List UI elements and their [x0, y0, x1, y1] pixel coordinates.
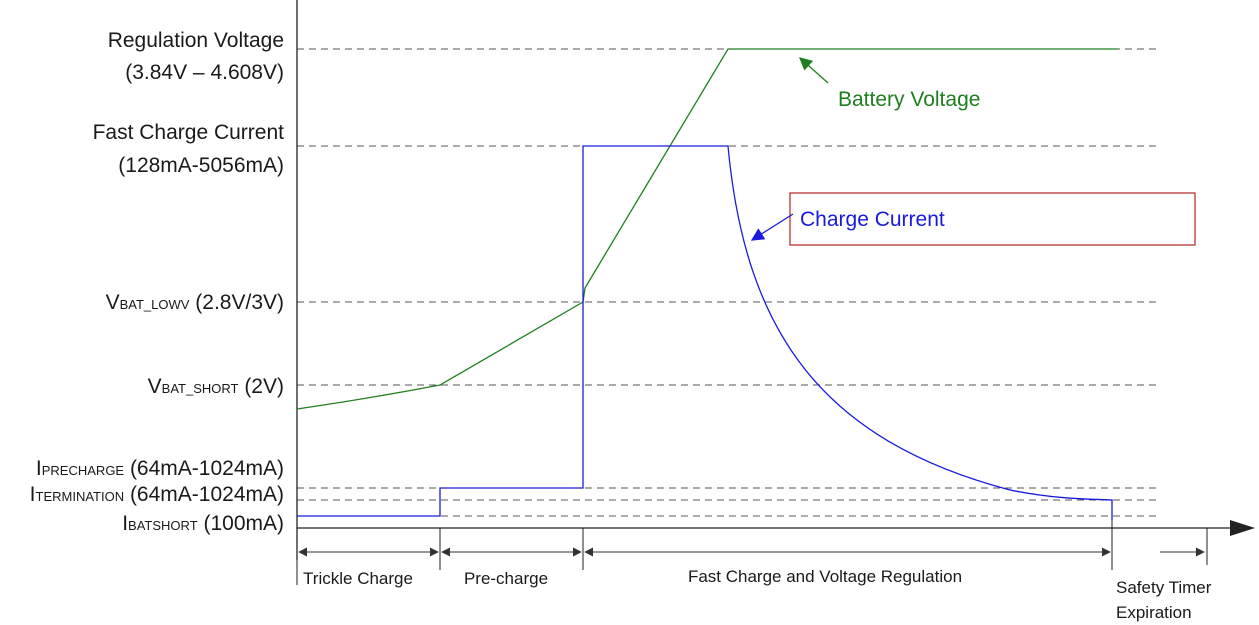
regulation-voltage-range: (3.84V – 4.608V) [125, 61, 284, 84]
charge-current-pointer-arrow [750, 213, 794, 241]
iprecharge-main: I [36, 457, 42, 480]
vbat-lowv-main: V [106, 291, 120, 314]
ibatshort-value: (100mA) [198, 512, 284, 535]
itermination-main: I [30, 483, 36, 506]
ibatshort-main: I [122, 512, 128, 535]
iprecharge-label: IPRECHARGE (64mA-1024mA) [36, 457, 284, 480]
itermination-value: (64mA-1024mA) [124, 483, 284, 506]
vbat-short-value: (2V) [238, 375, 284, 398]
charge-current-curve [297, 145, 1113, 520]
regulation-voltage-label: Regulation Voltage [108, 29, 284, 52]
ibatshort-sub: BATSHORT [128, 518, 198, 533]
fast-charge-current-range: (128mA-5056mA) [118, 154, 284, 177]
fast-charge-label: Fast Charge and Voltage Regulation [688, 567, 962, 586]
vbat-short-sub: BAT_SHORT [162, 381, 239, 396]
vbat-short-label: VBAT_SHORT (2V) [148, 375, 284, 398]
pre-charge-label: Pre-charge [464, 569, 548, 588]
safety-timer-label: Safety Timer [1116, 578, 1212, 597]
ibatshort-label: IBATSHORT (100mA) [122, 512, 284, 535]
iprecharge-value: (64mA-1024mA) [124, 457, 284, 480]
vbat-lowv-label: VBAT_LOWV (2.8V/3V) [106, 291, 284, 314]
itermination-sub: TERMINATION [36, 489, 125, 504]
x-axis-arrowhead [1230, 520, 1255, 536]
vbat-lowv-sub: BAT_LOWV [120, 297, 190, 312]
safety-timer-expiration-label: Expiration [1116, 603, 1192, 622]
itermination-label: ITERMINATION (64mA-1024mA) [30, 483, 284, 506]
reference-lines [297, 48, 1160, 517]
iprecharge-sub: PRECHARGE [42, 463, 125, 478]
fast-charge-current-label: Fast Charge Current [93, 121, 285, 144]
battery-voltage-label: Battery Voltage [838, 88, 980, 111]
trickle-charge-label: Trickle Charge [303, 569, 413, 588]
vbat-lowv-value: (2.8V/3V) [189, 291, 284, 314]
vbat-short-main: V [148, 375, 162, 398]
battery-voltage-curve [296, 48, 1118, 410]
battery-voltage-pointer-arrow [799, 57, 829, 84]
charge-current-label: Charge Current [800, 208, 945, 231]
charge-current-callout-box [789, 192, 1196, 246]
